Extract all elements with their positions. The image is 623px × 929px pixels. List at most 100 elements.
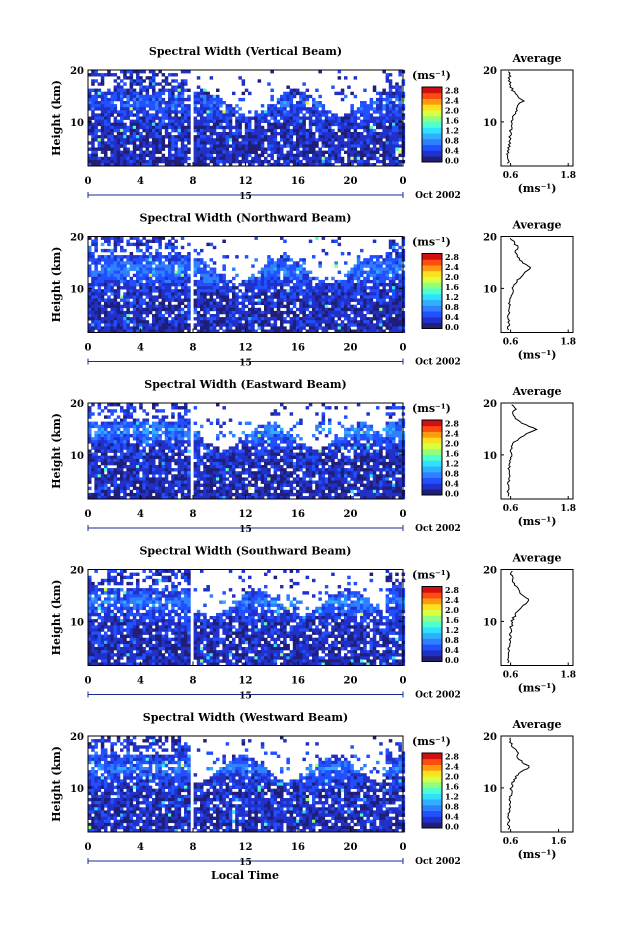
heatmap-cell [321,163,326,167]
heatmap-cell [385,113,390,117]
heatmap-cell [232,310,236,315]
heatmap-cell [363,144,367,148]
heatmap-cell [129,119,134,123]
heatmap-cell [91,156,95,161]
heatmap-cell [305,150,310,154]
heatmap-cell [177,406,182,410]
colorbar-swatch [422,150,442,157]
heatmap-cell [113,298,118,302]
heatmap-cell [321,310,326,315]
heatmap-cell [238,141,242,145]
heatmap-cell [296,107,300,111]
heatmap-cell [219,125,223,130]
heatmap-cell [244,317,249,321]
heatmap-cell [123,273,127,278]
heatmap-cell [94,424,98,429]
heatmap-cell [212,261,217,265]
heatmap-cell [248,163,252,167]
heatmap-cell [184,159,188,164]
heatmap-cell [353,307,358,312]
heatmap-cell [212,159,217,164]
heatmap-cell [302,258,306,262]
heatmap-cell [334,153,338,158]
heatmap-cell [216,301,220,305]
heatmap-cell [376,440,380,444]
heatmap-cell [337,307,342,312]
heatmap-cell [196,132,201,136]
heatmap-cell [257,125,262,130]
heatmap-cell [126,292,130,296]
heatmap-cell [302,113,306,117]
heatmap-cell [392,437,396,441]
heatmap-cell [379,273,383,278]
heatmap-cell [315,292,319,296]
heatmap-cell [171,283,175,287]
heatmap-cell [180,94,185,99]
heatmap-cell [113,122,118,127]
heatmap-cell [126,147,130,151]
heatmap-cell [196,94,201,99]
heatmap-cell [132,113,137,117]
heatmap-cell [267,144,271,148]
heatmap-cell [340,147,345,151]
heatmap-cell [270,116,274,120]
heatmap-cell [123,323,127,327]
heatmap-cell [302,104,306,108]
heatmap-cell [344,141,348,145]
heatmap-cell [302,156,306,161]
heatmap-cell [126,326,130,330]
colorbar-tick-label: 2.4 [445,262,459,272]
heatmap-cell [107,323,111,327]
heatmap-cell [113,153,118,158]
heatmap-cell [180,301,185,305]
heatmap-cell [398,144,402,148]
heatmap-cell [328,406,332,410]
heatmap-cell [235,255,239,259]
heatmap-cell [94,147,98,151]
heatmap-cell [212,267,217,271]
heatmap-cell [276,119,281,123]
heatmap-cell [379,326,383,330]
heatmap-cell [238,421,242,425]
heatmap-cell [123,267,127,271]
heatmap-cell [360,286,364,290]
heatmap-cell [155,403,159,407]
heatmap-cell [177,273,182,278]
heatmap-cell [315,110,319,114]
heatmap-cell [110,141,114,145]
heatmap-cell [280,116,284,120]
heatmap-cell [232,304,236,309]
heatmap-cell [148,113,153,117]
heatmap-cell [94,317,98,321]
heatmap-cell [225,314,230,318]
heatmap-cell [395,248,399,253]
heatmap-cell [376,91,380,96]
heatmap-cell [382,310,386,315]
heatmap-cell [308,94,313,99]
heatmap-cell [267,317,271,321]
heatmap-cell [398,323,402,327]
heatmap-cell [283,119,287,123]
heatmap-cell [88,424,92,429]
heatmap-cell [360,310,364,315]
heatmap-cell [152,255,156,259]
heatmap-cell [369,424,374,429]
heatmap-cell [270,97,274,102]
heatmap-cell [145,135,150,139]
heatmap-cell [94,248,98,253]
heatmap-cell [369,279,374,284]
heatmap-cell [235,144,239,148]
heatmap-cell [328,150,332,154]
heatmap-cell [312,314,316,318]
heatmap-cell [94,295,98,299]
heatmap-cell [152,156,156,161]
heatmap-cell [206,150,210,154]
heatmap-cell [104,267,108,271]
heatmap-cell [379,107,383,111]
colorbar-swatch [422,92,442,99]
heatmap-cell [372,289,377,293]
heatmap-cell [107,91,111,96]
heatmap-cell [164,283,169,287]
heatmap-cell [270,276,274,281]
heatmap-cell [372,286,377,290]
